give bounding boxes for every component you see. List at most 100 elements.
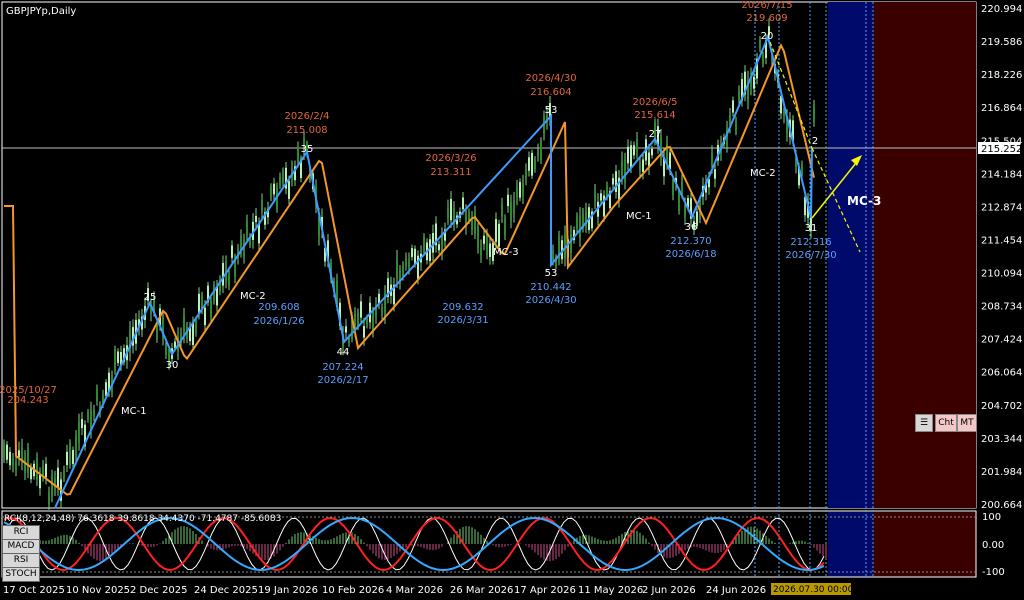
candle-body [273,183,275,195]
candle-body [405,257,407,267]
candle-body [12,459,14,467]
candle-body [327,240,329,261]
candle-body [303,138,305,153]
rsi-button[interactable]: RSI [2,553,40,568]
candle-body [657,126,659,147]
candle-body [744,71,746,95]
candle-body [222,262,224,286]
candle-body [123,348,125,362]
candle-body [240,235,242,252]
pivot-num: 36 [685,222,698,233]
candle-body [666,143,668,163]
candle-body [450,198,452,221]
candle-body [540,140,542,161]
candle-body [264,212,266,225]
candle-body [129,329,131,353]
stoch-button[interactable]: STOCH [2,567,40,582]
wave-label: MC-2 [240,291,266,302]
candle-body [207,285,209,303]
candle-body [549,103,551,119]
rci-button[interactable]: RCI [2,525,40,540]
candle-body [204,307,206,325]
candle-body [624,159,626,183]
candle-body [414,248,416,264]
candle-body [546,115,548,123]
candle-body [537,149,539,156]
candle-body [756,58,758,79]
candle-body [90,409,92,431]
candle-body [582,212,584,229]
candle-body [360,301,362,318]
candle-body [72,449,74,464]
price-axis-label: 203.344 [981,434,1022,445]
chart-title: GBPJPYp,Daily [6,6,76,17]
candle-body [141,316,143,330]
price-candles [3,18,815,510]
candle-body [267,208,269,218]
candle-body [216,286,218,306]
candle-body [681,177,683,195]
candle-body [45,463,47,478]
candle-body [231,245,233,258]
candle-body [381,308,383,315]
candle-body [195,319,197,334]
candle-body [246,220,248,236]
oscillator-line [3,516,825,571]
pivot-num: 25 [144,292,157,303]
pivot-price: 204.243 [7,395,48,406]
candle-body [513,199,515,215]
candle-body [432,233,434,253]
candle-body [696,211,698,226]
time-axis-label: 2 Dec 2025 [130,585,188,596]
list-icon[interactable]: ☰ [915,414,933,432]
mt-button[interactable]: MT [957,414,977,432]
candle-body [768,26,770,36]
candle-body [345,326,347,333]
pivot-num: 30 [166,360,179,371]
current-mark: 2 [812,136,818,147]
time-axis-label: 26 Mar 2026 [450,585,513,596]
sub-axis: 100 0.00 -100 [982,512,1005,578]
wave-label: MC-1 [121,406,147,417]
candle-body [735,120,737,132]
candle-body [282,171,284,184]
candle-body [366,318,368,325]
candle-body [453,208,455,224]
candle-body [429,239,431,261]
pivot-price: 212.316 [790,237,831,248]
candle-body [732,100,734,113]
candle-body [261,200,263,212]
candle-body [378,293,380,305]
candle-body [672,180,674,196]
candle-body [759,40,761,49]
candle-body [84,424,86,447]
candle-body [54,478,56,489]
candle-body [423,236,425,252]
price-axis-label: 218.226 [981,70,1022,81]
pivot-price: 215.008 [286,125,327,136]
chart-button[interactable]: Cht [935,414,957,432]
candle-body [75,436,77,459]
candle-body [813,104,815,123]
candle-body [792,120,794,141]
sub-axis-label: -100 [982,567,1005,578]
pivot-date: 2026/1/26 [253,316,304,327]
price-axis-label: 208.734 [981,302,1022,313]
candle-body [528,157,530,171]
candle-body [417,255,419,279]
candle-body [585,209,587,227]
candle-body [339,302,341,326]
candle-body [504,219,506,236]
candle-body [396,258,398,279]
candle-body [318,216,320,237]
candle-body [798,166,800,186]
time-cursor-badge [771,583,851,595]
macd-button[interactable]: MACD [2,539,40,554]
candle-body [573,230,575,241]
candle-body [516,187,518,198]
candle-body [447,207,449,218]
candle-body [63,470,65,478]
pivot-date: 2026/2/17 [317,375,368,386]
moving-average-line [4,42,815,496]
